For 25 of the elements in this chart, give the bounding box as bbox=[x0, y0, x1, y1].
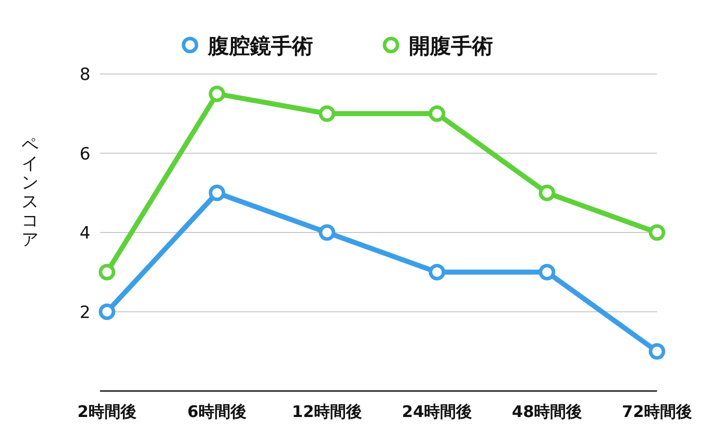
y-axis-title: ペインスコア bbox=[22, 135, 38, 250]
y-tick-label: 2 bbox=[80, 302, 90, 323]
x-tick-label: 2時間後 bbox=[77, 402, 137, 421]
x-tick-label: 48時間後 bbox=[512, 402, 582, 421]
point bbox=[318, 105, 336, 122]
point bbox=[648, 224, 666, 241]
point bbox=[538, 184, 556, 202]
point bbox=[208, 86, 226, 102]
legend-label: 開腹手術 bbox=[409, 34, 493, 58]
point bbox=[318, 224, 336, 241]
x-tick-label: 12時間後 bbox=[292, 402, 362, 421]
point bbox=[98, 304, 116, 320]
point bbox=[648, 343, 666, 360]
x-tick-label: 24時間後 bbox=[402, 402, 472, 421]
point bbox=[98, 264, 116, 280]
y-tick-label: 6 bbox=[80, 144, 90, 164]
point bbox=[208, 184, 226, 202]
y-tick-label: 8 bbox=[80, 65, 90, 85]
point bbox=[428, 105, 446, 122]
legend-label: 腹腔鏡手術 bbox=[207, 34, 313, 58]
y-tick-label: 4 bbox=[80, 224, 90, 244]
x-tick-label: 72時間後 bbox=[622, 402, 692, 421]
x-tick-label: 6時間後 bbox=[187, 402, 247, 421]
point bbox=[428, 264, 446, 280]
point bbox=[538, 264, 556, 280]
